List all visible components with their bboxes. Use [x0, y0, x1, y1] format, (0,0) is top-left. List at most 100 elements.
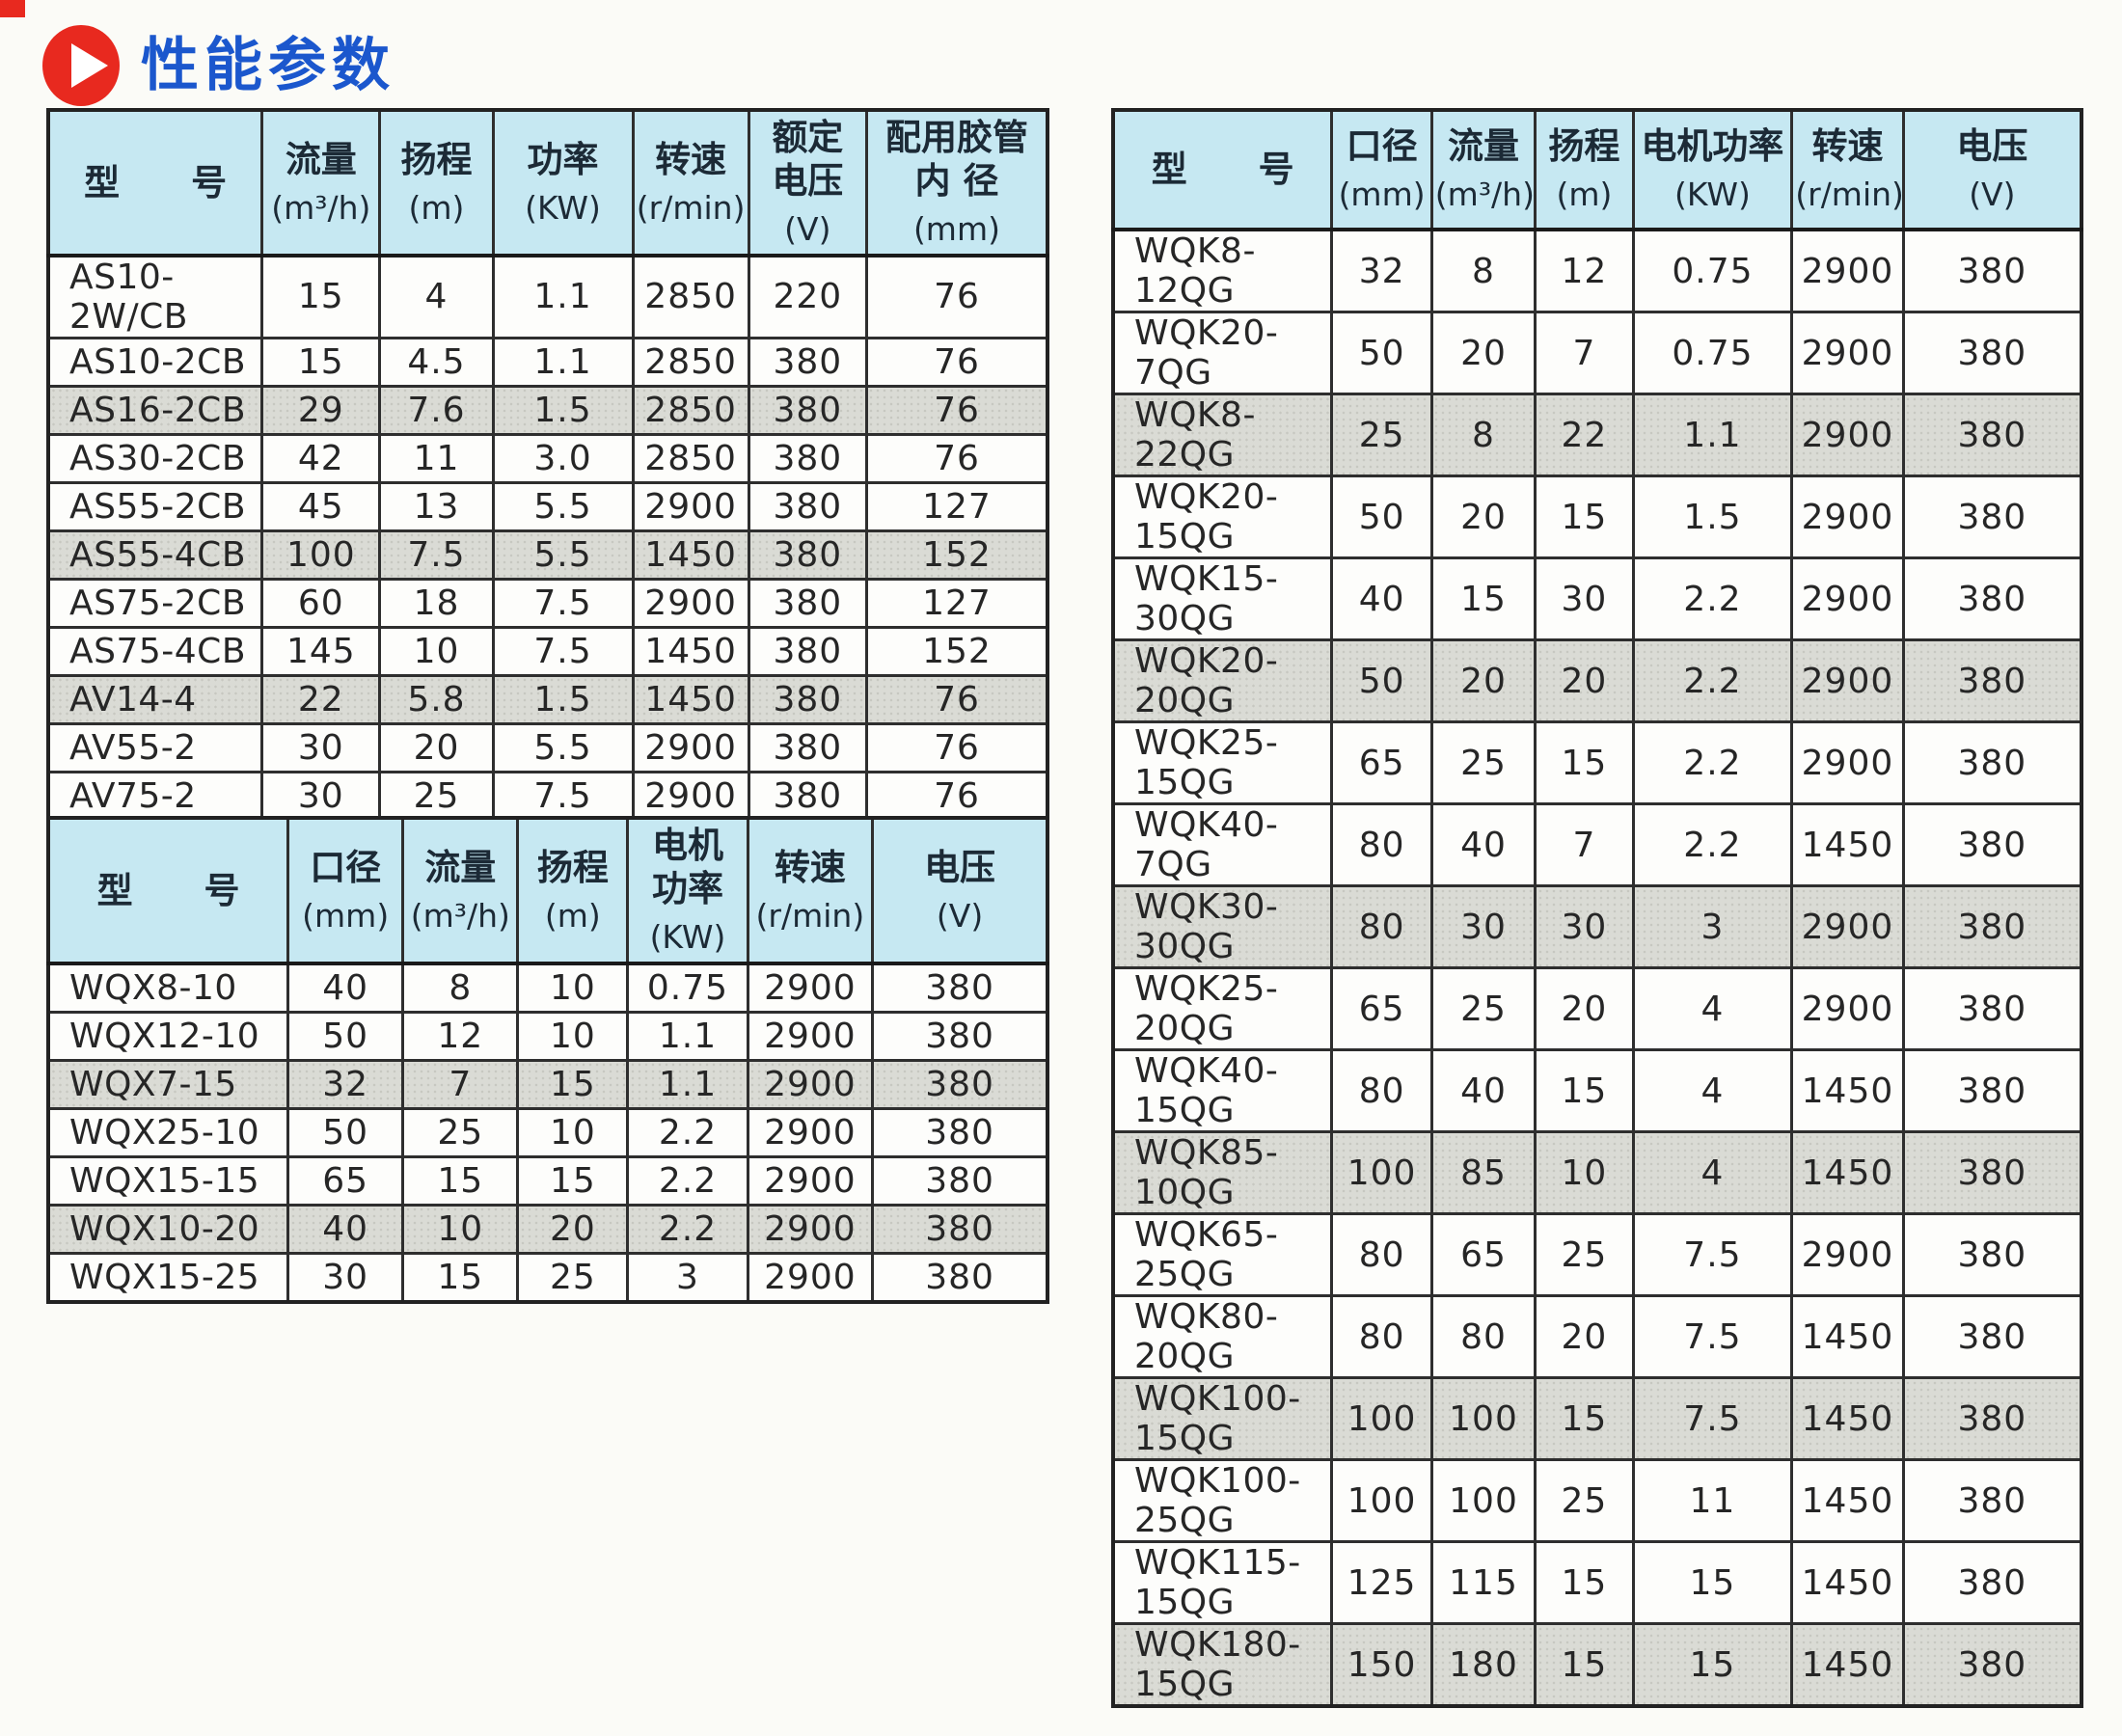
value-cell: 380	[747, 432, 868, 484]
value-cell: 2.2	[626, 1154, 749, 1207]
model-cell: WQK20-20QG	[1111, 638, 1334, 723]
model-cell: WQX7-15	[46, 1058, 290, 1110]
table-row: WQK20-20QG 50 20 20 2.2 2900 380	[1111, 638, 2083, 723]
column-header: 流量 (m³/h)	[1429, 108, 1537, 231]
model-cell: AS10-2CB	[46, 336, 264, 388]
column-header: 型 号	[46, 816, 290, 964]
value-cell: 10	[378, 625, 495, 677]
value-cell: 80	[1330, 1294, 1433, 1379]
value-cell: 152	[864, 529, 1049, 581]
value-cell: 1450	[1790, 1048, 1905, 1133]
column-header: 转速 (r/min)	[746, 816, 875, 964]
value-cell: 25	[1534, 1458, 1635, 1543]
value-cell: 15	[1534, 1622, 1635, 1708]
value-cell: 76	[864, 721, 1049, 773]
value-cell: 1.5	[1631, 475, 1794, 559]
value-cell: 380	[1901, 1048, 2083, 1133]
value-cell: 2900	[1790, 556, 1905, 641]
value-cell: 2900	[631, 721, 750, 773]
value-cell: 0.75	[1631, 228, 1794, 313]
table-row: AS10-2W/CB 15 4 1.1 2850 220 76	[46, 254, 1049, 339]
model-cell: WQK80-20QG	[1111, 1294, 1334, 1379]
as-av-series-table: 型 号流量 (m³/h) 扬程 (m) 功率 (KW) 转速 (r/min) 额定 电压 (V) 配用…	[46, 108, 1049, 823]
value-cell: 4.5	[378, 336, 495, 388]
value-cell: 5.8	[378, 673, 495, 725]
value-cell: 40	[286, 962, 405, 1014]
table-row: AS55-4CB 100 7.5 5.5 1450 380 152	[46, 529, 1049, 581]
value-cell: 380	[871, 1203, 1049, 1255]
value-cell: 50	[286, 1010, 405, 1062]
table-row: WQX12-10 50 12 10 1.1 2900 380	[46, 1010, 1049, 1062]
value-cell: 7.5	[378, 529, 495, 581]
value-cell: 100	[1330, 1130, 1433, 1215]
value-cell: 76	[864, 432, 1049, 484]
value-cell: 80	[1429, 1294, 1537, 1379]
value-cell: 2900	[1790, 638, 1905, 723]
column-header: 扬程 (m)	[378, 108, 495, 257]
value-cell: 145	[260, 625, 382, 677]
column-header: 口径 (mm)	[286, 816, 405, 964]
column-header: 型 号	[1111, 108, 1334, 231]
value-cell: 2900	[1790, 966, 1905, 1051]
value-cell: 1.1	[626, 1010, 749, 1062]
column-header: 额定 电压 (V)	[747, 108, 868, 257]
model-cell: WQK20-15QG	[1111, 475, 1334, 559]
value-cell: 50	[1330, 311, 1433, 395]
column-header: 转速 (r/min)	[1790, 108, 1905, 231]
value-cell: 180	[1429, 1622, 1537, 1708]
value-cell: 7.5	[1631, 1294, 1794, 1379]
value-cell: 7	[1534, 802, 1635, 887]
value-cell: 2900	[1790, 311, 1905, 395]
value-cell: 1450	[631, 529, 750, 581]
value-cell: 2900	[1790, 1212, 1905, 1297]
table-row: AS16-2CB 29 7.6 1.5 2850 380 76	[46, 384, 1049, 436]
value-cell: 8	[401, 962, 520, 1014]
table-row: WQK40-15QG 80 40 15 4 1450 380	[1111, 1048, 2083, 1133]
column-header: 转速 (r/min)	[631, 108, 750, 257]
value-cell: 12	[401, 1010, 520, 1062]
value-cell: 100	[260, 529, 382, 581]
column-header: 流量 (m³/h)	[401, 816, 520, 964]
value-cell: 25	[1429, 966, 1537, 1051]
value-cell: 1450	[1790, 1540, 1905, 1625]
value-cell: 1450	[1790, 1130, 1905, 1215]
value-cell: 2900	[1790, 475, 1905, 559]
model-cell: AS16-2CB	[46, 384, 264, 436]
model-cell: WQK40-7QG	[1111, 802, 1334, 887]
table-row: AS10-2CB 15 4.5 1.1 2850 380 76	[46, 336, 1049, 388]
value-cell: 15	[260, 254, 382, 339]
value-cell: 4	[1631, 966, 1794, 1051]
model-cell: WQX12-10	[46, 1010, 290, 1062]
table-row: WQX25-10 50 25 10 2.2 2900 380	[46, 1106, 1049, 1158]
table-row: WQK65-25QG 80 65 25 7.5 2900 380	[1111, 1212, 2083, 1297]
value-cell: 1.1	[491, 336, 635, 388]
value-cell: 15	[516, 1154, 630, 1207]
value-cell: 380	[871, 1010, 1049, 1062]
value-cell: 380	[1901, 1622, 2083, 1708]
value-cell: 15	[260, 336, 382, 388]
value-cell: 1.5	[491, 673, 635, 725]
model-cell: WQK40-15QG	[1111, 1048, 1334, 1133]
value-cell: 2.2	[626, 1203, 749, 1255]
value-cell: 32	[286, 1058, 405, 1110]
model-cell: WQX25-10	[46, 1106, 290, 1158]
value-cell: 127	[864, 480, 1049, 532]
play-circle-icon	[42, 25, 120, 106]
value-cell: 40	[1330, 556, 1433, 641]
table-row: WQK20-15QG 50 20 15 1.5 2900 380	[1111, 475, 2083, 559]
value-cell: 380	[1901, 393, 2083, 477]
value-cell: 30	[260, 770, 382, 822]
value-cell: 42	[260, 432, 382, 484]
value-cell: 4	[378, 254, 495, 339]
column-header: 扬程 (m)	[1534, 108, 1635, 231]
column-header: 型 号	[46, 108, 264, 257]
value-cell: 2900	[631, 480, 750, 532]
value-cell: 30	[1534, 556, 1635, 641]
value-cell: 7.6	[378, 384, 495, 436]
value-cell: 65	[1330, 720, 1433, 805]
model-cell: AS10-2W/CB	[46, 254, 264, 339]
value-cell: 7	[401, 1058, 520, 1110]
value-cell: 65	[1330, 966, 1433, 1051]
value-cell: 2900	[1790, 228, 1905, 313]
value-cell: 2900	[746, 1203, 875, 1255]
